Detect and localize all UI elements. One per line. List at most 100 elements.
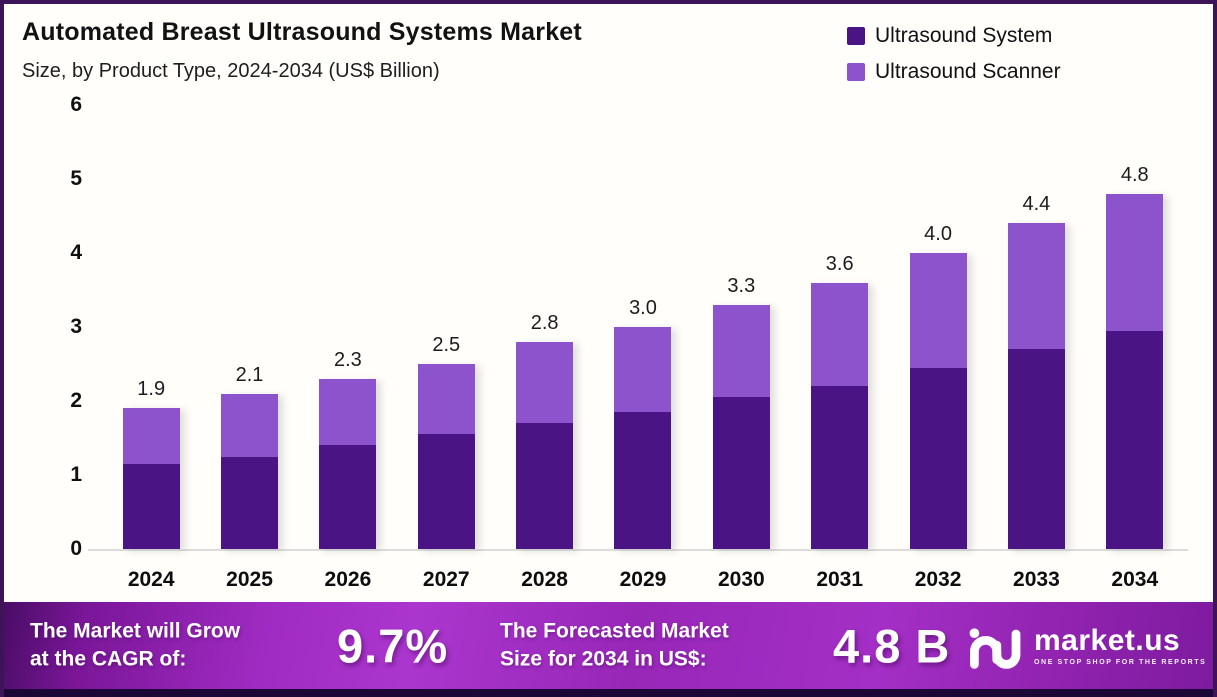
- bar-segment-ultrasound-system: [1106, 330, 1164, 549]
- bar-total-label: 1.9: [137, 378, 166, 401]
- bar-segment-ultrasound-system: [516, 423, 574, 549]
- bar-group-2030: 3.3: [692, 105, 790, 549]
- forecast-label-line1: The Forecasted Market: [500, 619, 729, 643]
- bar-total-label: 2.1: [235, 363, 264, 386]
- bar-segment-ultrasound-system: [319, 445, 377, 549]
- x-tick-label-2029: 2029: [619, 568, 667, 591]
- market-us-logo: market.us ONE STOP SHOP FOR THE REPORTS: [968, 621, 1206, 671]
- logo-wordmark: market.us ONE STOP SHOP FOR THE REPORTS: [1034, 623, 1207, 666]
- legend-swatch-light: [847, 63, 865, 81]
- bar-segment-ultrasound-system: [909, 367, 967, 549]
- y-tick-label: 2: [70, 389, 82, 412]
- footer-banner: The Market will Grow at the CAGR of: 9.7…: [4, 602, 1213, 689]
- bar-group-2028: 2.8: [495, 105, 593, 549]
- x-axis-line: [88, 549, 1188, 551]
- legend-label: Ultrasound System: [875, 24, 1053, 47]
- bar-stack: [319, 378, 377, 549]
- y-tick-label: 5: [70, 167, 82, 190]
- x-tick-label-2030: 2030: [717, 568, 765, 591]
- bar-group-2032: 4.0: [889, 105, 987, 549]
- bar-segment-ultrasound-system: [614, 412, 672, 549]
- bar-stack: [811, 282, 869, 549]
- legend-item-ultrasound-system: Ultrasound System: [847, 24, 1061, 48]
- legend-label: Ultrasound Scanner: [875, 60, 1061, 83]
- y-tick-label: 0: [70, 537, 82, 560]
- bar-segment-ultrasound-scanner: [712, 304, 770, 398]
- forecast-value: 4.8 B: [833, 619, 951, 672]
- bar-segment-ultrasound-system: [712, 397, 770, 549]
- page-title: Automated Breast Ultrasound Systems Mark…: [22, 18, 582, 46]
- bar-segment-ultrasound-scanner: [909, 253, 967, 368]
- bar-stack: [909, 253, 967, 549]
- x-tick-label-2024: 2024: [127, 568, 175, 591]
- bar-stack: [1007, 223, 1065, 549]
- bar-segment-ultrasound-scanner: [319, 378, 377, 446]
- bar-segment-ultrasound-scanner: [417, 364, 475, 435]
- cagr-value: 9.7%: [337, 619, 449, 672]
- x-tick-label-2026: 2026: [324, 568, 372, 591]
- y-tick-label: 6: [70, 93, 82, 116]
- logo-text: market.us: [1034, 623, 1181, 657]
- bar-segment-ultrasound-scanner: [811, 282, 869, 387]
- bar-segment-ultrasound-scanner: [614, 327, 672, 413]
- logo-tagline: ONE STOP SHOP FOR THE REPORTS: [1034, 658, 1207, 666]
- forecast-label: The Forecasted Market Size for 2034 in U…: [500, 617, 729, 674]
- bar-stack: [122, 408, 180, 549]
- bar-total-label: 3.0: [629, 297, 657, 320]
- x-tick-label-2028: 2028: [521, 568, 568, 591]
- legend-item-ultrasound-scanner: Ultrasound Scanner: [847, 60, 1061, 84]
- bar-stack: [417, 364, 475, 549]
- cagr-label: The Market will Grow at the CAGR of:: [30, 617, 240, 674]
- bar-group-2034: 4.8: [1086, 105, 1184, 549]
- bar-total-label: 2.8: [530, 311, 559, 334]
- bar-total-label: 4.4: [1022, 193, 1051, 216]
- bar-group-2027: 2.5: [397, 105, 495, 549]
- bar-total-label: 4.0: [924, 223, 952, 246]
- bar-stack: [614, 327, 672, 549]
- bar-group-2026: 2.3: [299, 105, 397, 549]
- bar-total-label: 2.5: [432, 334, 461, 357]
- bar-total-label: 4.8: [1120, 163, 1149, 186]
- bar-group-2031: 3.6: [791, 105, 889, 549]
- y-tick-label: 3: [70, 315, 82, 338]
- x-tick-label-2034: 2034: [1111, 568, 1159, 591]
- bar-group-2024: 1.9: [102, 105, 200, 549]
- bar-segment-ultrasound-scanner: [221, 393, 279, 457]
- bar-group-2029: 3.0: [594, 105, 692, 549]
- bar-segment-ultrasound-system: [1007, 349, 1065, 549]
- bar-segment-ultrasound-system: [221, 456, 279, 549]
- x-tick-label-2032: 2032: [914, 568, 962, 591]
- legend: Ultrasound System Ultrasound Scanner: [847, 24, 1061, 84]
- x-axis: 2024 2025 2026 2027 2028 2029 2030 2031 2032 2033…: [102, 568, 1184, 592]
- bar-stack: [1106, 193, 1164, 549]
- plot-area: 1.9 2.1 2.3 2.5 2.8 3.0 3.3 3.6 4.0 4.4 4.8: [102, 105, 1184, 549]
- y-tick-label: 1: [70, 463, 82, 486]
- x-tick-label-2031: 2031: [816, 568, 864, 591]
- legend-swatch-dark: [847, 27, 865, 45]
- market-us-logo-icon: [969, 627, 1021, 669]
- bar-stack: [516, 341, 574, 549]
- forecast-label-line2: Size for 2034 in US$:: [500, 647, 707, 671]
- bar-stack: [712, 304, 770, 549]
- x-tick-label-2025: 2025: [226, 568, 273, 591]
- bar-group-2033: 4.4: [987, 105, 1085, 549]
- bar-total-label: 2.3: [333, 348, 362, 371]
- cagr-label-line1: The Market will Grow: [30, 619, 241, 643]
- bar-segment-ultrasound-system: [811, 386, 869, 549]
- bar-group-2025: 2.1: [200, 105, 298, 549]
- x-tick-label-2027: 2027: [422, 568, 470, 591]
- bar-segment-ultrasound-scanner: [516, 341, 574, 424]
- footer-bottom-strip: [4, 689, 1213, 697]
- bar-segment-ultrasound-scanner: [1106, 193, 1164, 331]
- x-tick-label-2033: 2033: [1013, 568, 1060, 591]
- bar-total-label: 3.3: [727, 274, 756, 297]
- bar-stack: [221, 393, 279, 549]
- bar-total-label: 3.6: [825, 252, 854, 275]
- bar-segment-ultrasound-system: [417, 434, 475, 549]
- bar-segment-ultrasound-scanner: [1007, 223, 1065, 350]
- bar-segment-ultrasound-scanner: [122, 408, 180, 464]
- bar-segment-ultrasound-system: [122, 463, 180, 549]
- y-tick-label: 4: [70, 241, 82, 264]
- page-subtitle: Size, by Product Type, 2024-2034 (US$ Bi…: [22, 60, 440, 82]
